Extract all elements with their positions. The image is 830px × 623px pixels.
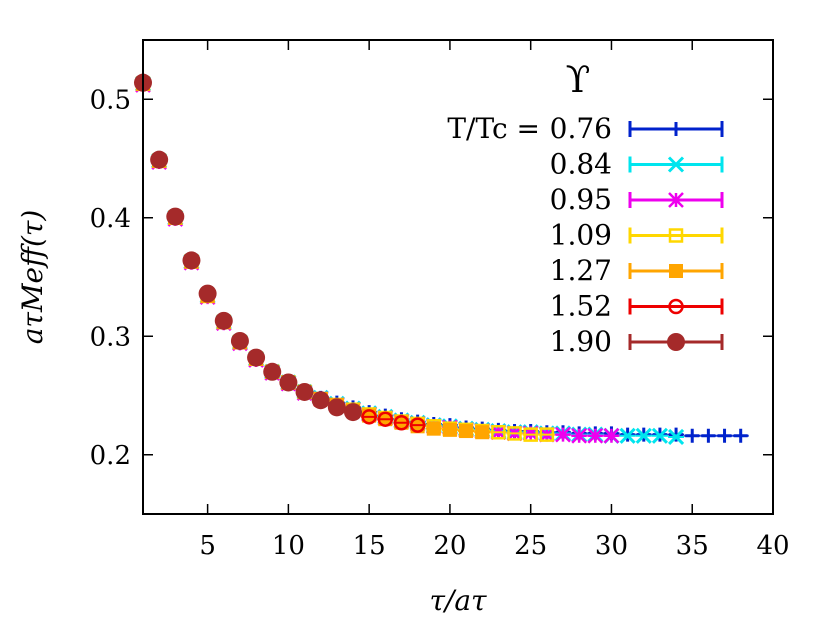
y-tick-label: 0.4: [90, 204, 131, 234]
legend-marker: [668, 228, 684, 243]
legend-item-1.27: 1.27: [550, 254, 724, 287]
data-point: [491, 424, 506, 440]
data-point: [717, 428, 732, 443]
legend-label: 1.52: [550, 290, 612, 323]
series-1.90: [134, 73, 362, 422]
legend-marker: [667, 156, 685, 173]
series-0.95: [135, 77, 620, 444]
legend-label: 1.09: [550, 219, 612, 252]
data-point: [459, 424, 474, 439]
x-tick-label: 30: [595, 531, 628, 561]
x-tick-label: 40: [756, 531, 789, 561]
legend-item-0.84: 0.84: [550, 148, 724, 181]
data-point: [344, 403, 362, 422]
data-point: [230, 331, 249, 350]
y-tick-label: 0.2: [90, 441, 131, 471]
legend-item-0.95: 0.95: [550, 183, 724, 216]
data-point: [619, 427, 636, 444]
legend-header: T/Tc =: [447, 112, 540, 145]
plot-frame: [142, 39, 774, 515]
data-point: [166, 207, 185, 226]
data-point: [733, 428, 748, 443]
x-tick-label: 15: [353, 531, 386, 561]
data-point: [377, 411, 394, 427]
axis-ticks: 5 10 15 20 25 30 35 40 0.2 0.3 0.4 0.5: [90, 40, 790, 561]
data-point: [668, 428, 685, 446]
legend-item-1.52: 1.52: [550, 290, 724, 323]
data-point: [539, 427, 555, 442]
x-tick-label: 35: [676, 531, 709, 561]
y-axis-label: aτMeff(τ): [16, 210, 49, 345]
data-point: [214, 311, 233, 330]
data-point: [603, 427, 620, 444]
legend-label: 1.27: [550, 254, 612, 287]
data-point: [635, 427, 652, 444]
data-point: [327, 398, 346, 417]
data-point: [701, 428, 716, 443]
x-axis-label: τ/aτ: [429, 584, 487, 617]
legend-marker: [669, 122, 683, 136]
data-point: [150, 150, 169, 169]
data-point: [555, 426, 571, 443]
data-point: [426, 421, 441, 436]
data-point: [522, 425, 539, 442]
x-tick-label: 5: [199, 531, 216, 561]
y-tick-label: 0.5: [90, 85, 131, 115]
data-point: [279, 373, 298, 392]
legend-marker: [668, 192, 684, 208]
data-point: [361, 409, 377, 425]
data-point: [409, 417, 426, 433]
x-tick-label: 10: [272, 531, 305, 561]
data-point: [651, 427, 668, 444]
data-point: [669, 427, 684, 442]
data-point: [475, 425, 490, 440]
legend-marker: [667, 333, 685, 351]
data-marks: [134, 73, 749, 446]
legend-item-1.09: 1.09: [550, 219, 724, 252]
legend-marker: [669, 264, 683, 278]
legend-item-0.76: 0.76: [550, 112, 724, 145]
data-point: [182, 251, 201, 270]
data-point: [685, 428, 700, 443]
data-point: [523, 427, 538, 442]
x-tick-label: 20: [433, 531, 466, 561]
legend-label: 1.90: [550, 325, 612, 358]
legend-title: ϒ: [566, 60, 591, 101]
data-point: [295, 382, 314, 401]
legend-label: 0.95: [550, 183, 612, 216]
series-1.52: [135, 76, 426, 433]
y-tick-label: 0.3: [90, 322, 131, 352]
legend: ϒ T/Tc = 0.760.840.951.091.271.521.90: [447, 60, 724, 358]
legend-label: 0.76: [550, 112, 612, 145]
data-point: [587, 427, 604, 444]
data-point: [507, 426, 522, 441]
data-point: [311, 391, 330, 410]
legend-item-1.90: 1.90: [550, 325, 724, 358]
data-point: [247, 348, 266, 367]
data-point: [198, 284, 217, 303]
x-tick-label: 25: [514, 531, 547, 561]
data-point: [263, 362, 282, 381]
data-point: [571, 427, 588, 444]
legend-marker: [668, 298, 684, 315]
data-point: [442, 422, 457, 437]
data-point: [393, 415, 410, 431]
legend-label: 0.84: [550, 148, 612, 181]
series-0.76: [135, 75, 749, 443]
